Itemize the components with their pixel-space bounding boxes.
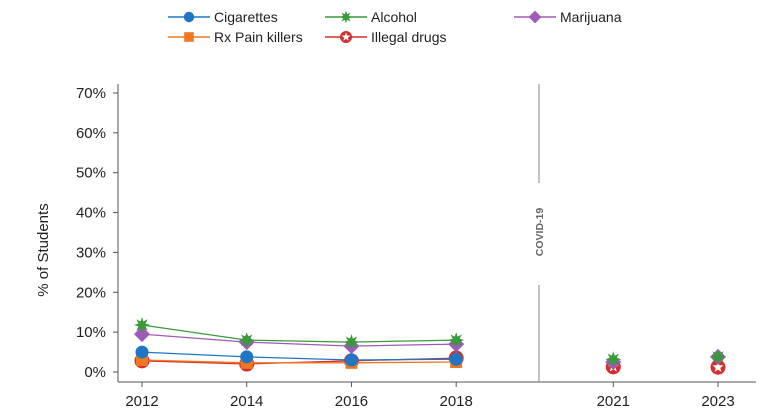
x-tick-label: 2018 — [439, 393, 472, 410]
data-point — [134, 326, 150, 343]
legend-marker — [339, 10, 353, 24]
x-tick-label: 2023 — [701, 393, 734, 410]
legend-label: Cigarettes — [214, 9, 278, 25]
y-tick-label: 30% — [76, 244, 106, 261]
series-line — [141, 351, 457, 361]
y-tick-label: 70% — [76, 85, 106, 102]
y-tick-label: 50% — [76, 165, 106, 182]
legend-label: Alcohol — [371, 9, 417, 25]
legend-item: Alcohol — [325, 9, 417, 25]
y-tick-label: 20% — [76, 284, 106, 301]
legend-marker — [340, 31, 352, 43]
legend: Cigarettes Alcohol Marijuana Rx Pain killer… — [168, 9, 622, 45]
series-line — [141, 333, 457, 347]
legend-item: Marijuana — [514, 9, 622, 25]
data-point — [605, 351, 622, 368]
data-point — [448, 332, 465, 349]
covid-label: COVID-19 — [534, 208, 546, 257]
legend-item: Cigarettes — [168, 9, 278, 25]
legend-marker — [528, 10, 542, 24]
data-point — [343, 334, 360, 351]
data-point — [240, 350, 254, 364]
data-point — [449, 352, 463, 366]
x-tick-label: 2016 — [335, 393, 368, 410]
series-line — [141, 324, 457, 343]
legend-item: Illegal drugs — [325, 29, 447, 45]
legend-label: Illegal drugs — [371, 29, 447, 45]
y-tick-label: 60% — [76, 125, 106, 142]
x-axis: 2012 2014 2016 2018 2021 2023 — [118, 381, 756, 410]
series-alcohol — [134, 316, 726, 368]
plot-area — [134, 316, 726, 375]
data-point — [710, 348, 726, 365]
data-point — [238, 332, 255, 349]
data-point — [710, 359, 726, 375]
y-tick-label: 0% — [84, 364, 106, 381]
legend-label: Marijuana — [560, 9, 622, 25]
data-point — [134, 316, 150, 333]
covid-divider: COVID-19 — [534, 84, 546, 382]
series-line — [141, 359, 457, 364]
x-tick-label: 2014 — [230, 393, 263, 410]
y-tick-label: 40% — [76, 205, 106, 222]
y-axis: 0% 10% 20% 30% 40% 50% 60% 70% — [76, 84, 119, 382]
series-cigarettes — [135, 345, 463, 367]
y-tick-label: 10% — [76, 324, 106, 341]
legend-marker — [184, 32, 194, 42]
series-rx-pain-killers — [136, 354, 463, 369]
x-tick-label: 2021 — [597, 393, 630, 410]
legend-label: Rx Pain killers — [214, 29, 303, 45]
data-point — [135, 345, 149, 359]
legend-item: Rx Pain killers — [168, 29, 303, 45]
x-tick-label: 2012 — [125, 393, 158, 410]
legend-marker — [183, 11, 195, 23]
y-axis-title: % of Students — [35, 203, 52, 296]
data-point — [344, 353, 358, 367]
